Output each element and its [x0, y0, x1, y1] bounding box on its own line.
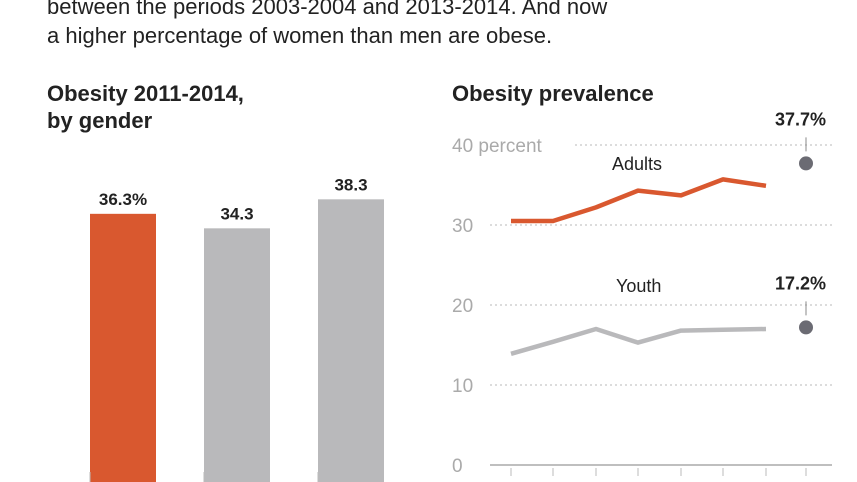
bar-2 [318, 199, 384, 482]
bar-chart-title-line2: by gender [47, 108, 153, 133]
bar-data-label-0: 36.3% [99, 190, 147, 209]
series-label-youth: Youth [616, 276, 661, 296]
intro-text-line1: between the periods 2003-2004 and 2013-2… [47, 0, 608, 19]
end-label-adults: 37.7% [775, 109, 826, 129]
y-tick-label-0: 0 [452, 456, 463, 477]
end-point-youth [799, 320, 813, 335]
end-label-youth: 17.2% [775, 273, 826, 293]
bar-data-label-2: 38.3 [334, 175, 367, 194]
y-tick-label-40: 40 percent [452, 136, 543, 157]
y-tick-label-30: 30 [452, 216, 473, 237]
bar-chart-title-line1: Obesity 2011-2014, [47, 81, 244, 106]
bar-chart-title: Obesity 2011-2014, by gender [47, 80, 244, 134]
line-adults [511, 177, 767, 224]
line-youth [510, 326, 767, 356]
intro-text-line2: a higher percentage of women than men ar… [47, 23, 553, 48]
bar-data-label-1: 34.3 [220, 204, 253, 223]
bar-0 [90, 213, 156, 482]
series-label-adults: Adults [612, 154, 662, 174]
end-point-adults [799, 156, 813, 171]
y-tick-label-20: 20 [452, 296, 473, 317]
bar-1 [204, 228, 270, 482]
y-tick-label-10: 10 [452, 376, 473, 397]
line-chart-title: Obesity prevalence [452, 81, 654, 106]
